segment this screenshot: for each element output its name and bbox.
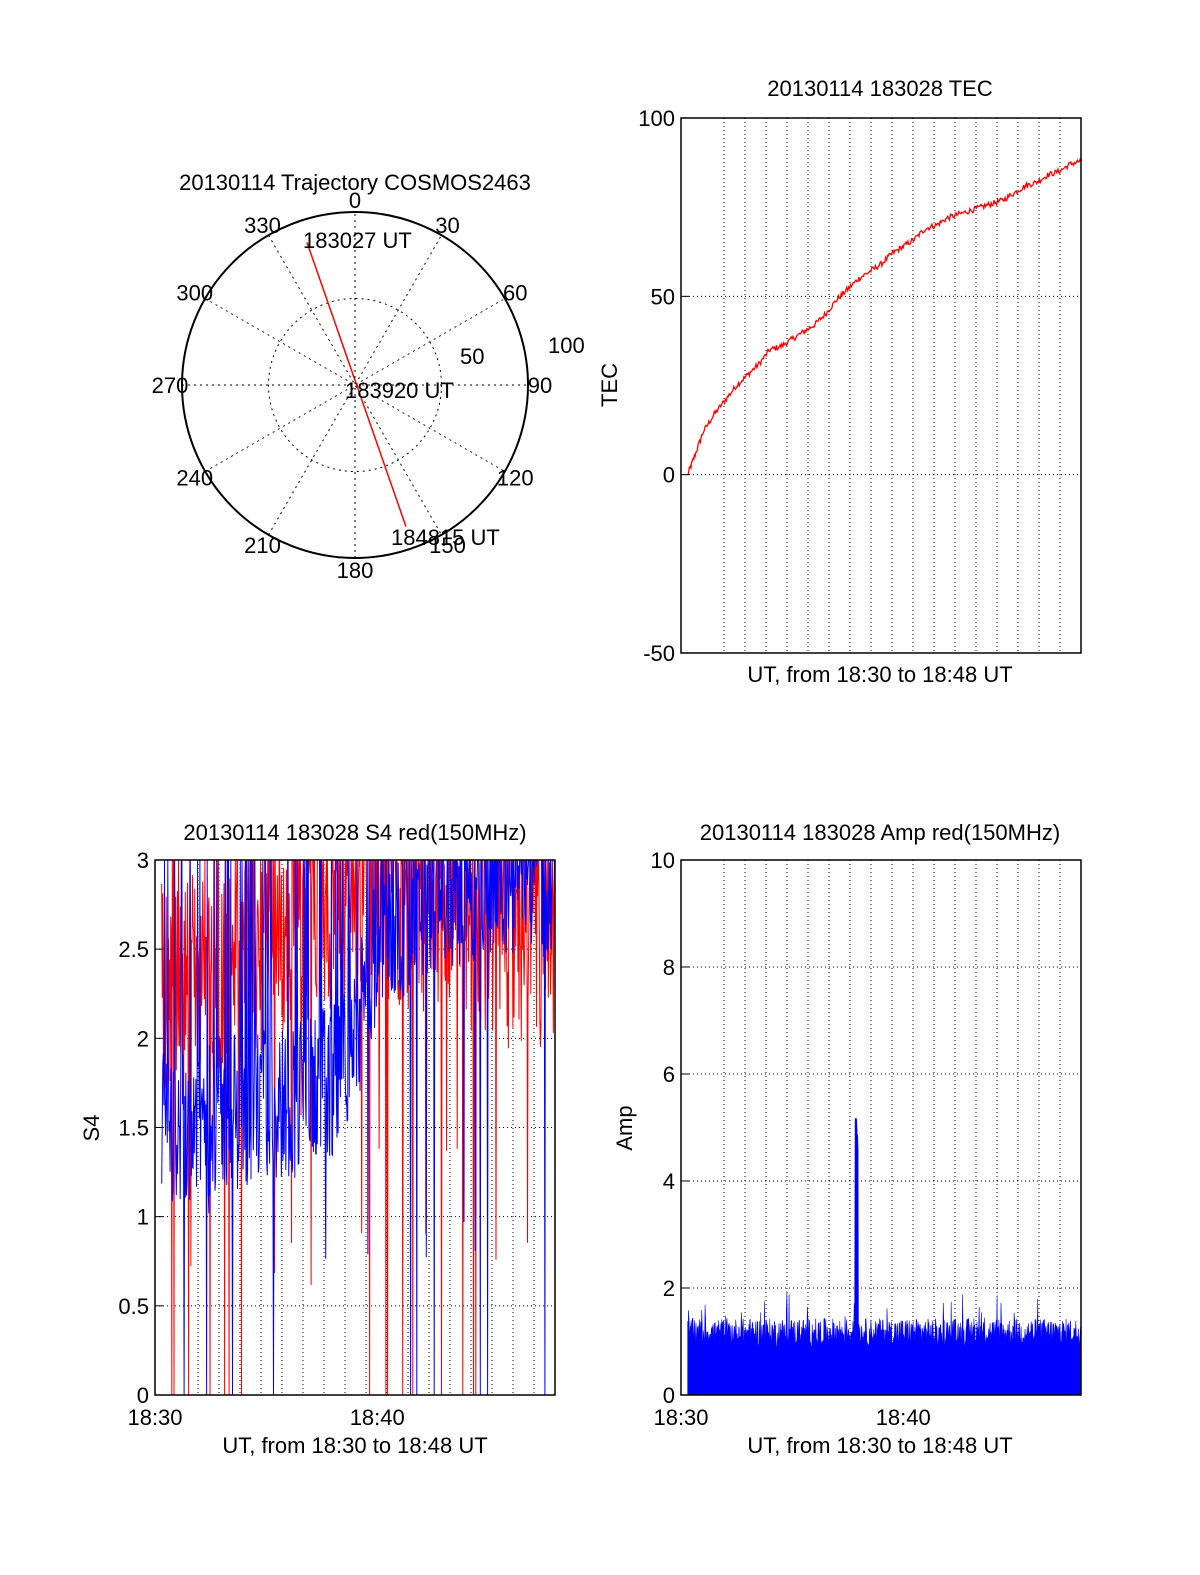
y-tick-label: 1 <box>137 1205 149 1230</box>
y-tick-label: 10 <box>651 848 675 873</box>
trajectory-line <box>306 242 407 527</box>
polar-angle-label: 90 <box>528 373 552 398</box>
polar-angle-label: 0 <box>349 188 361 213</box>
s4-xlabel: UT, from 18:30 to 18:48 UT <box>222 1433 487 1458</box>
polar-radial-label-100: 100 <box>548 333 585 358</box>
x-tick-label: 18:40 <box>876 1405 931 1430</box>
y-tick-label: 0 <box>663 1383 675 1408</box>
trajectory-end-label: 184815 UT <box>391 525 500 550</box>
s4-grid <box>155 860 555 1395</box>
amp-xlabel: UT, from 18:30 to 18:48 UT <box>747 1433 1012 1458</box>
amp-title: 20130114 183028 Amp red(150MHz) <box>700 820 1060 845</box>
polar-angle-label: 300 <box>176 281 213 306</box>
y-tick-label: 6 <box>663 1062 675 1087</box>
polar-angle-label: 210 <box>244 533 281 558</box>
y-tick-label: 100 <box>638 106 675 131</box>
polar-angle-label: 30 <box>435 213 459 238</box>
tec-xlabel: UT, from 18:30 to 18:48 UT <box>747 662 1012 687</box>
y-tick-label: 0.5 <box>118 1294 149 1319</box>
polar-spoke <box>204 298 506 472</box>
tec-plot-frame <box>680 117 1082 654</box>
y-tick-label: 1.5 <box>118 1116 149 1141</box>
y-tick-label: 2 <box>663 1276 675 1301</box>
polar-angle-label: 330 <box>244 213 281 238</box>
y-tick-label: 0 <box>663 463 675 488</box>
s4-title: 20130114 183028 S4 red(150MHz) <box>183 820 526 845</box>
polar-radial-label-50: 50 <box>460 344 484 369</box>
polar-angle-label: 150 <box>429 533 466 558</box>
s4-series-blue <box>161 859 556 1396</box>
x-tick-label: 18:30 <box>653 1405 708 1430</box>
y-tick-label: 2 <box>137 1026 149 1051</box>
tec-title: 20130114 183028 TEC <box>767 76 993 101</box>
polar-angle-label: 60 <box>503 281 527 306</box>
tec-panel: 20130114 183028 TEC -50 0 50 100 TEC UT, fr… <box>597 76 1082 687</box>
x-tick-label: 18:30 <box>127 1405 182 1430</box>
y-tick-label: 8 <box>663 955 675 980</box>
polar-panel: 20130114 Trajectory COSMOS2463 0 30 60 90 12… <box>152 170 585 583</box>
polar-angle-label: 240 <box>176 466 213 491</box>
s4-panel: 20130114 183028 S4 red(150MHz) 0 0.5 1 1.5 2… <box>79 820 556 1458</box>
y-tick-label: 0 <box>137 1383 149 1408</box>
amp-plot-frame <box>680 859 1082 1396</box>
amp-series-blue <box>687 1117 1082 1396</box>
s4-y-ticks: 0 0.5 1 1.5 2 2.5 3 <box>118 848 163 1408</box>
trajectory-mid-label: 183920 UT <box>345 378 454 403</box>
amp-ylabel: Amp <box>612 1105 637 1150</box>
polar-spoke <box>268 234 442 536</box>
y-tick-label: 4 <box>663 1169 675 1194</box>
tec-series-line <box>687 157 1082 476</box>
polar-spoke <box>268 234 442 536</box>
y-tick-label: 3 <box>137 848 149 873</box>
s4-series-red <box>161 858 556 1396</box>
y-tick-label: 50 <box>651 284 675 309</box>
polar-angle-label: 180 <box>337 558 374 583</box>
s4-x-ticks: 18:30 18:40 <box>127 1405 404 1430</box>
amp-panel: 20130114 183028 Amp red(150MHz) 0246810 … <box>612 820 1082 1458</box>
amp-grid <box>681 860 1081 1395</box>
polar-spoke <box>204 298 506 472</box>
tec-y-ticks: -50 0 50 100 <box>638 106 689 666</box>
polar-outer-circle <box>181 211 529 559</box>
x-tick-label: 18:40 <box>350 1405 405 1430</box>
polar-angle-label: 120 <box>497 466 534 491</box>
polar-angle-label: 270 <box>152 373 189 398</box>
polar-angle-labels: 0 30 60 90 120 150 180 210 240 270 300 330 <box>152 188 553 583</box>
tec-ylabel: TEC <box>597 363 622 407</box>
polar-grid <box>182 212 528 558</box>
amp-y-ticks: 0 2 4 6 8 10 <box>651 848 689 1408</box>
s4-ylabel: S4 <box>79 1115 104 1142</box>
polar-title: 20130114 Trajectory COSMOS2463 <box>179 170 531 195</box>
trajectory-start-label: 183027 UT <box>303 228 412 253</box>
amp-x-ticks: 18:30 18:40 <box>653 1405 930 1430</box>
y-tick-label: 2.5 <box>118 937 149 962</box>
y-tick-label: -50 <box>643 641 675 666</box>
tec-grid <box>681 118 1081 653</box>
